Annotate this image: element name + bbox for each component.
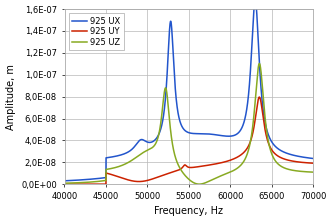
925 UY — [309, 162, 313, 165]
925 UX — [174, 95, 178, 98]
925 UZ — [122, 163, 125, 166]
925 UZ — [120, 164, 124, 166]
925 UY — [120, 177, 124, 179]
Line: 925 UX: 925 UX — [64, 0, 313, 181]
925 UX — [123, 152, 127, 155]
925 UX — [122, 153, 125, 155]
Legend: 925 UX, 925 UY, 925 UZ: 925 UX, 925 UY, 925 UZ — [69, 13, 124, 50]
925 UZ — [257, 62, 261, 65]
925 UY — [156, 176, 160, 178]
925 UY — [62, 183, 66, 185]
925 UX — [309, 157, 313, 160]
Y-axis label: Amplitude, m: Amplitude, m — [6, 64, 16, 130]
925 UX — [120, 153, 124, 156]
925 UY — [311, 162, 315, 165]
925 UX — [311, 157, 315, 160]
925 UY — [122, 177, 125, 180]
925 UY — [123, 178, 127, 180]
925 UZ — [197, 183, 201, 185]
925 UX — [62, 179, 66, 182]
925 UZ — [311, 171, 315, 173]
925 UY — [257, 96, 261, 98]
925 UX — [156, 134, 160, 137]
925 UZ — [174, 158, 178, 161]
925 UZ — [309, 171, 313, 173]
925 UZ — [156, 135, 160, 138]
925 UZ — [123, 163, 127, 165]
925 UX — [253, 0, 257, 1]
925 UY — [174, 170, 178, 172]
Line: 925 UZ: 925 UZ — [64, 63, 313, 184]
Line: 925 UY: 925 UY — [64, 97, 313, 184]
X-axis label: Frequency, Hz: Frequency, Hz — [154, 206, 223, 216]
925 UZ — [62, 182, 66, 184]
